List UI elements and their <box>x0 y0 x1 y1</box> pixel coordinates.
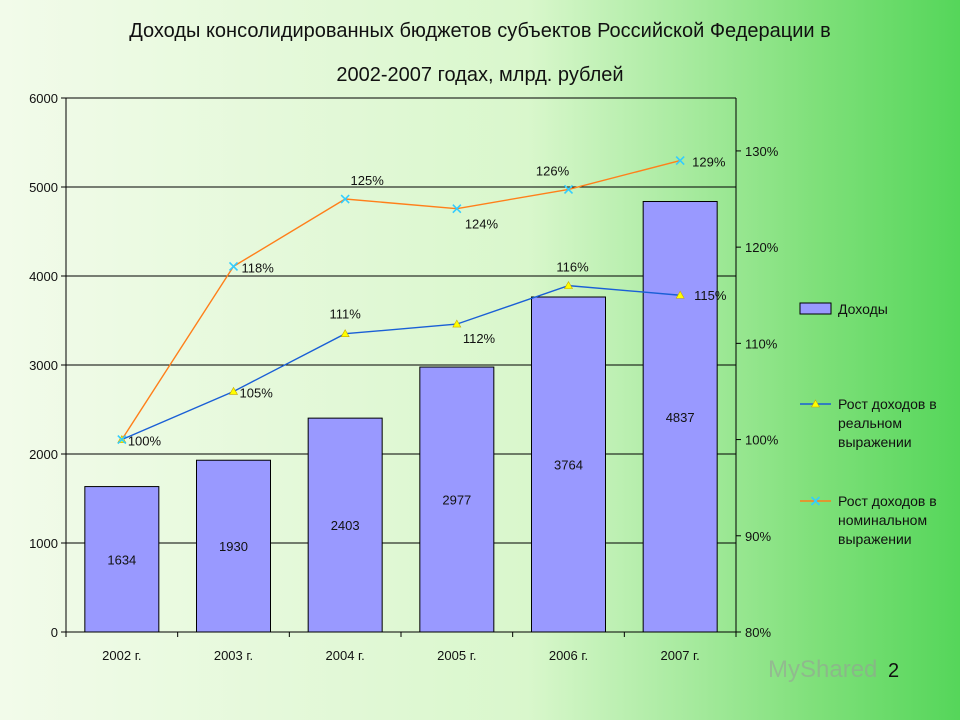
real-growth-marker <box>228 386 239 395</box>
bar-value-label: 1930 <box>219 539 248 554</box>
nominal-growth-label: 118% <box>242 260 275 275</box>
real-growth-label: 112% <box>463 331 496 346</box>
nominal-growth-label: 126% <box>536 163 570 178</box>
real-growth-legend-marker <box>810 399 821 408</box>
chart-title-line-2: 2002-2007 годах, млрд. рублей <box>336 64 624 86</box>
nominal-growth-label: 129% <box>692 155 726 170</box>
real-growth-label: 116% <box>556 260 589 275</box>
left-tick-label: 6000 <box>29 91 58 106</box>
bar-value-label: 4837 <box>666 410 695 425</box>
left-tick-label: 5000 <box>29 180 58 195</box>
nominal-growth-marker <box>675 155 685 166</box>
real-growth-label: 105% <box>240 385 274 400</box>
x-tick-label: 2007 г. <box>661 648 700 663</box>
left-tick-label: 3000 <box>29 358 58 373</box>
nominal-growth-label: 125% <box>351 173 385 188</box>
right-tick-label: 100% <box>745 433 779 448</box>
left-tick-label: 1000 <box>29 536 58 551</box>
x-tick-label: 2004 г. <box>326 648 365 663</box>
nominal-growth-marker <box>228 261 239 271</box>
bar-2006 г. <box>531 296 606 633</box>
x-tick-label: 2003 г. <box>214 648 253 663</box>
nominal-growth-marker <box>117 435 127 445</box>
bar-value-label: 3764 <box>554 458 583 473</box>
left-tick-label: 2000 <box>29 447 58 462</box>
nominal-growth-line <box>121 159 681 440</box>
real-growth-marker <box>563 281 574 289</box>
x-tick-label: 2006 г. <box>549 648 588 663</box>
right-tick-label: 130% <box>745 144 779 159</box>
x-tick-label: 2005 г. <box>437 648 476 663</box>
real-growth-label: 111% <box>330 307 362 322</box>
real-growth-marker <box>340 329 350 338</box>
nominal-growth-marker <box>452 204 462 214</box>
real-growth-label: 115% <box>694 288 727 303</box>
bar-2007 г. <box>642 201 718 633</box>
real-growth-marker <box>452 319 462 328</box>
right-tick-label: 120% <box>745 240 779 255</box>
x-tick-label: 2002 г. <box>102 648 141 663</box>
real-growth-marker <box>675 290 685 299</box>
nominal-growth-marker <box>340 194 350 204</box>
right-tick-label: 110% <box>745 336 778 351</box>
nominal-growth-legend-marker <box>810 496 821 506</box>
bar-2005 г. <box>419 366 495 633</box>
left-tick-label: 0 <box>51 625 58 640</box>
right-tick-label: 80% <box>745 625 771 640</box>
chart-title-line-1: Доходы консолидированных бюджетов субъек… <box>129 20 831 42</box>
bar-2004 г. <box>307 417 383 633</box>
nominal-growth-legend-label: Рост доходов в номинальном выражении <box>838 493 937 547</box>
bar-2003 г. <box>196 459 271 633</box>
left-tick-label: 4000 <box>29 269 58 284</box>
nominal-growth-marker <box>563 184 574 194</box>
nominal-growth-label: 124% <box>465 217 499 232</box>
legend-swatch-income <box>799 302 832 315</box>
bar-value-label: 2403 <box>331 518 360 533</box>
watermark-logo: MyShared <box>768 656 878 683</box>
right-tick-label: 90% <box>745 529 771 544</box>
legend-label-income: Доходы <box>838 301 888 317</box>
bar-value-label: 1634 <box>107 552 136 567</box>
page-number: 2 <box>888 660 900 682</box>
real-growth-legend-label: Рост доходов в реальном выражении <box>838 396 937 450</box>
bar-value-label: 2977 <box>442 493 471 508</box>
real-growth-label: 100% <box>128 434 162 449</box>
real-growth-line <box>121 284 681 441</box>
